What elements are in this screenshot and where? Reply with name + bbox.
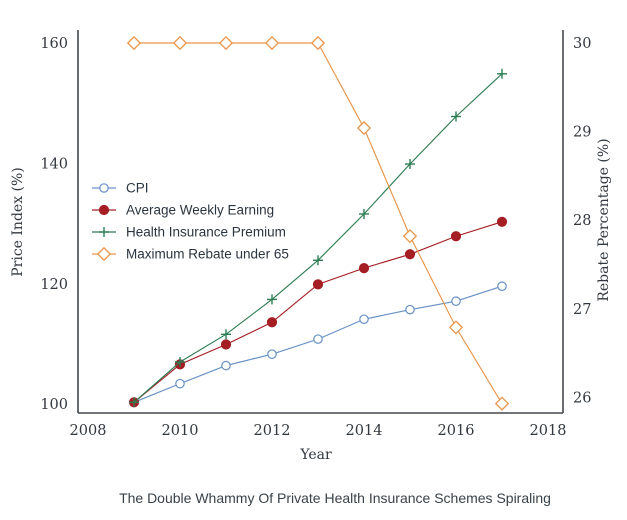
y-axis-label-left: Price Index (%): [10, 167, 26, 277]
average-weekly-earning-marker: [266, 317, 278, 328]
maximum-rebate-under-65-marker: [264, 35, 280, 51]
cpi-marker: [313, 334, 323, 344]
cpi-marker: [497, 281, 507, 291]
y-right-tick-label: 27: [573, 302, 591, 318]
y-axis-label-right: Rebate Percentage (%): [596, 138, 612, 301]
y-left-tick-label: 140: [40, 156, 68, 172]
cpi-marker: [405, 304, 415, 315]
legend-marker-cpi: [99, 183, 109, 193]
x-axis-label: Year: [299, 447, 332, 463]
legend-label-maximum-rebate-under-65: Maximum Rebate under 65: [126, 247, 289, 262]
cpi-marker: [359, 314, 369, 325]
cpi-line: [133, 285, 503, 403]
average-weekly-earning-marker: [358, 263, 370, 274]
y-right-tick-label: 30: [573, 36, 591, 52]
maximum-rebate-under-65-marker: [310, 35, 326, 51]
average-weekly-earning-marker: [450, 231, 462, 242]
legend-label-cpi: CPI: [126, 181, 149, 196]
y-left-tick-label: 160: [40, 36, 68, 52]
chart-generated-layer: 100 120 140 160 26 27 28 29 30 2008 2010 2012 2014 20…: [40, 30, 591, 439]
average-weekly-earning-marker: [312, 279, 324, 290]
average-weekly-earning-marker: [404, 249, 416, 260]
maximum-rebate-under-65-marker: [494, 396, 510, 411]
y-right-tick-label: 26: [573, 390, 591, 406]
x-tick-label: 2012: [254, 423, 291, 439]
cpi-marker: [451, 296, 461, 307]
maximum-rebate-under-65-marker: [172, 35, 188, 51]
y-left-tick-label: 120: [40, 277, 68, 293]
x-tick-label: 2008: [70, 423, 107, 439]
y-right-tick-label: 28: [573, 213, 591, 229]
legend-marker-maximum-rebate-under-65: [96, 246, 112, 262]
cpi-marker: [267, 349, 277, 359]
maximum-rebate-under-65-marker: [356, 120, 372, 136]
average-weekly-earning-marker: [496, 216, 508, 227]
legend-label-average-weekly-earning: Average Weekly Earning: [126, 203, 274, 218]
legend-label-health-insurance-premium: Health Insurance Premium: [126, 225, 286, 240]
maximum-rebate-under-65-marker: [402, 229, 418, 244]
cpi-marker: [221, 360, 231, 371]
maximum-rebate-under-65-marker: [126, 35, 142, 51]
y-left-tick-label: 100: [40, 397, 68, 413]
legend-marker-average-weekly-earning: [98, 204, 110, 216]
maximum-rebate-under-65-line: [134, 42, 503, 404]
cpi-marker: [175, 378, 185, 389]
x-tick-label: 2016: [438, 423, 475, 439]
x-tick-label: 2018: [530, 423, 567, 439]
x-tick-label: 2014: [346, 423, 383, 439]
x-tick-label: 2010: [162, 423, 199, 439]
chart-caption: The Double Whammy Of Private Health Insu…: [119, 490, 551, 506]
average-weekly-earning-marker: [220, 339, 232, 350]
maximum-rebate-under-65-marker: [218, 35, 234, 51]
y-right-tick-label: 29: [573, 125, 591, 141]
maximum-rebate-under-65-marker: [448, 320, 464, 335]
